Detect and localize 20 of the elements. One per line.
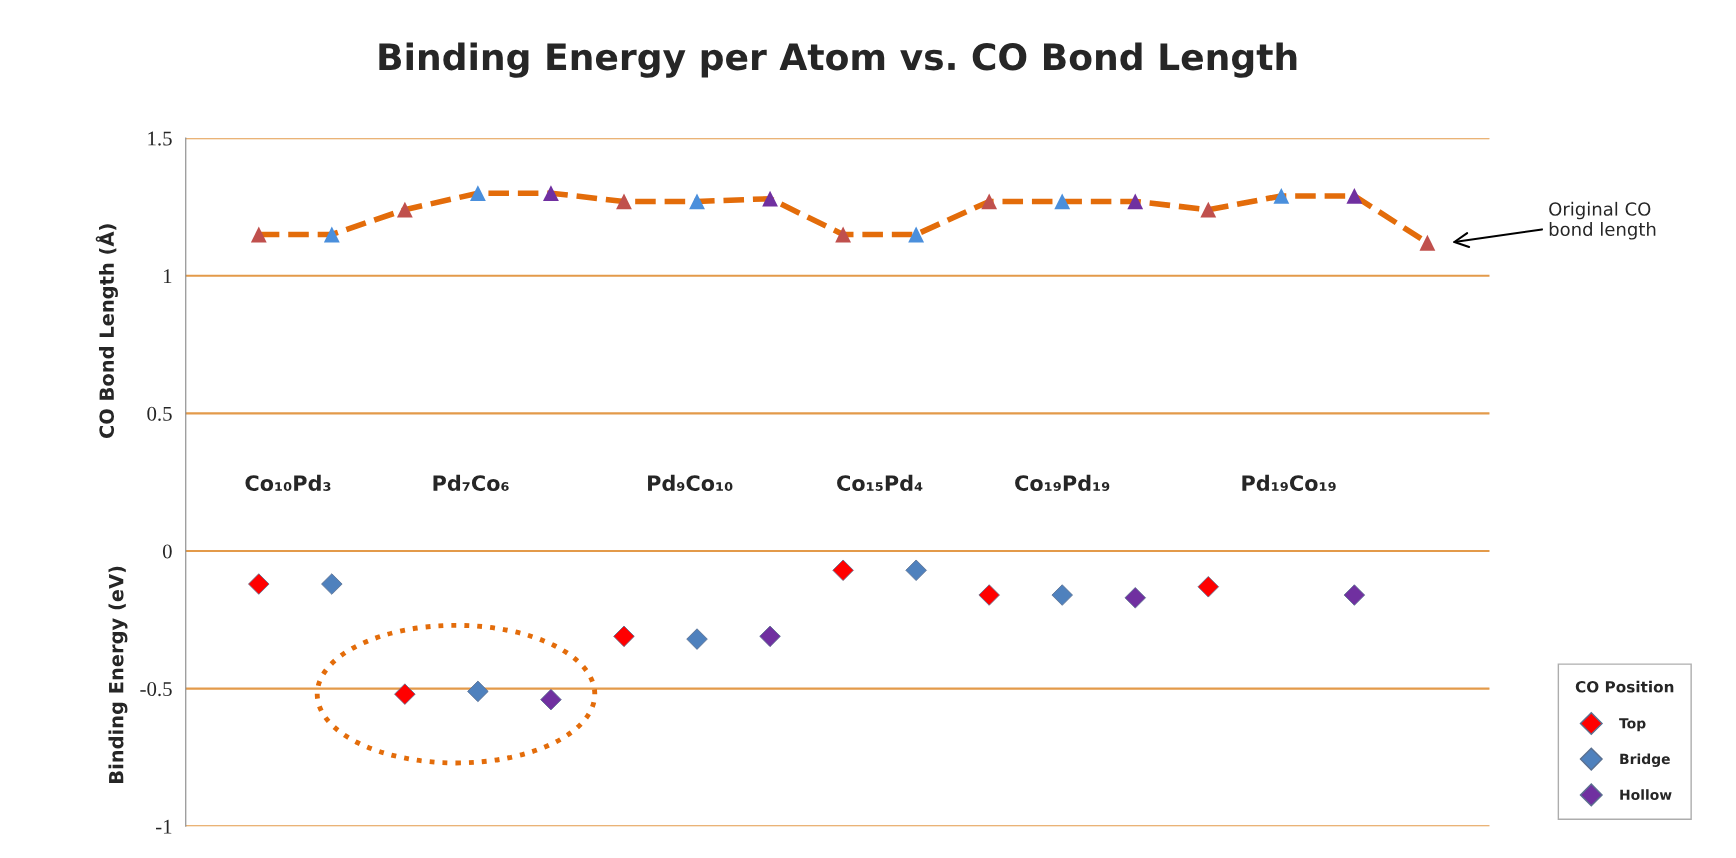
annotation: Co₁₉Pd₁₉: [1015, 474, 1110, 491]
legend-label: Hollow: [1620, 789, 1672, 800]
annotation: Pd₁₉Co₁₉: [1242, 474, 1336, 491]
legend-label: Top: [1619, 718, 1646, 732]
y-tick-label: 1.5: [148, 131, 172, 146]
chart-title: Binding Energy per Atom vs. CO Bond Length: [379, 42, 1297, 78]
y-tick-label: -1: [155, 819, 172, 834]
annotation: Co₁₅Pd₄: [837, 474, 923, 491]
y-tick-label: 1: [163, 269, 172, 283]
y-axis-title: CO Bond Length (Å): [95, 224, 118, 439]
text: Binding Energy (eV): [108, 566, 128, 783]
annotation: Pd₉Co₁₀: [648, 474, 733, 491]
legend-label: Bridge: [1620, 753, 1670, 767]
y-tick-label: 0: [162, 544, 172, 559]
y-tick-label: 0.5: [147, 406, 172, 421]
y-tick-label: -0.5: [140, 682, 172, 697]
text: Original CO bond length: [1549, 201, 1656, 240]
legend-title: CO Position: [1575, 680, 1674, 693]
annotation: Pd₇Co₆: [433, 474, 509, 491]
annotation: Co₁₀Pd₃: [245, 474, 331, 491]
